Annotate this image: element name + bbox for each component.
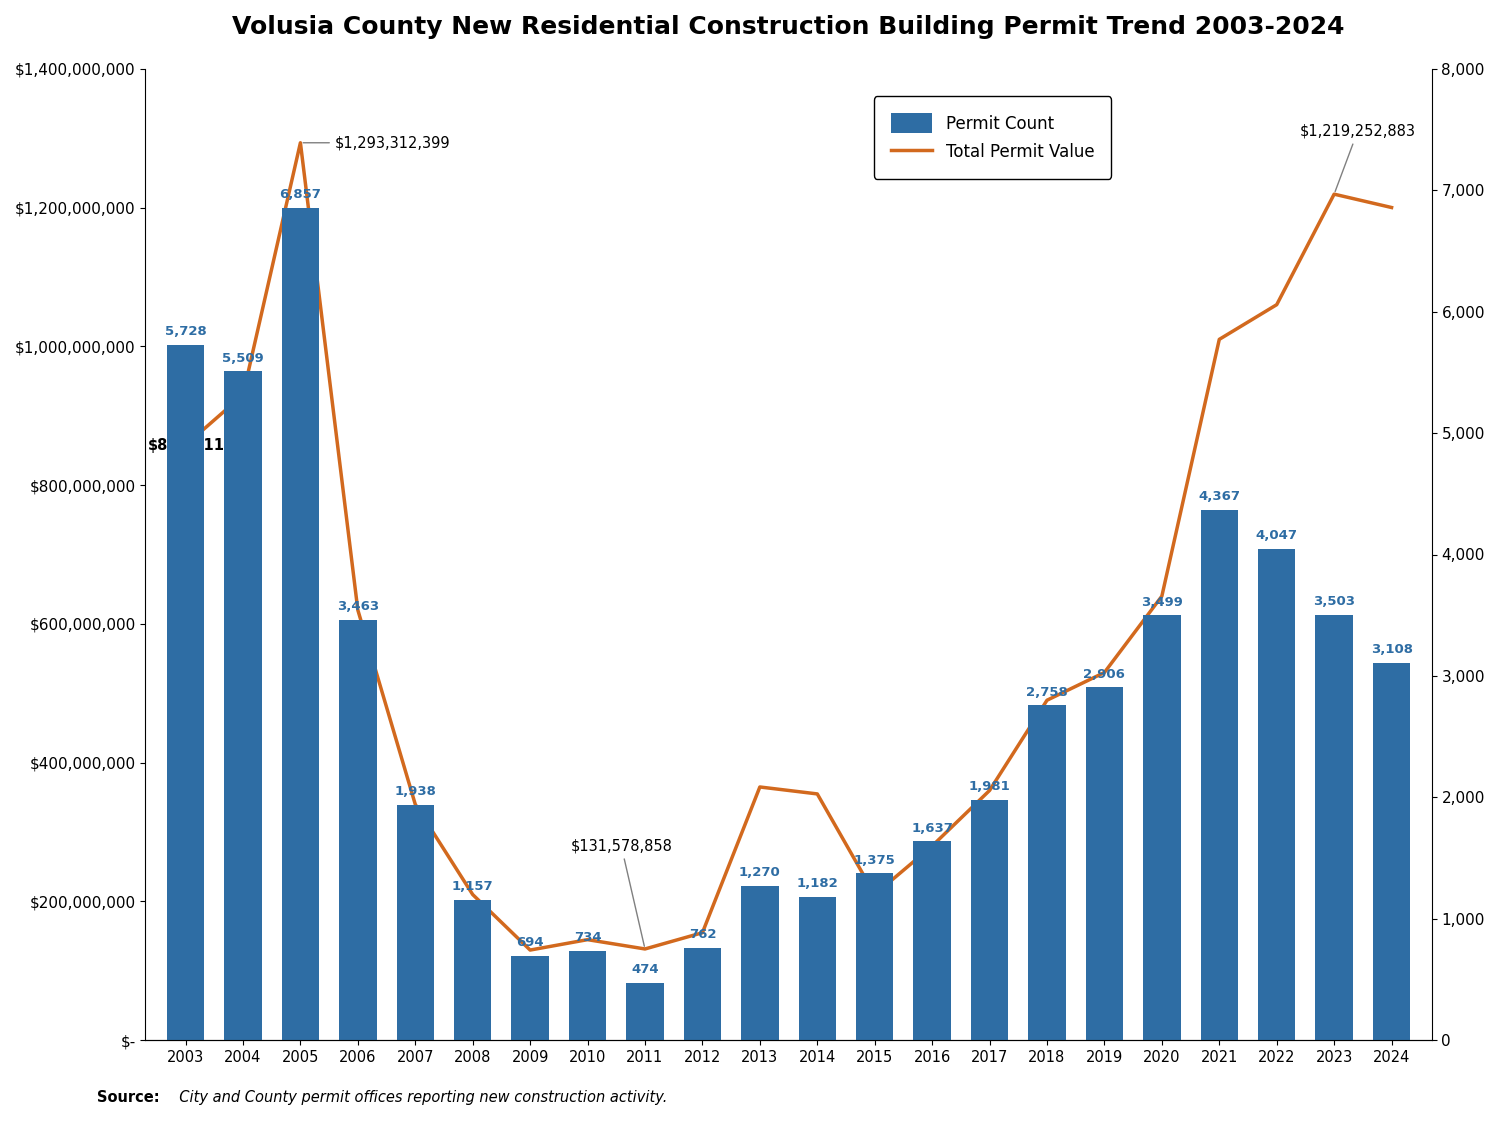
Legend: Permit Count, Total Permit Value: Permit Count, Total Permit Value — [874, 97, 1112, 179]
Bar — [1372, 663, 1410, 1041]
Bar — [568, 951, 606, 1041]
Bar — [282, 207, 320, 1041]
Text: 5,728: 5,728 — [165, 325, 207, 338]
Text: 1,157: 1,157 — [452, 880, 494, 893]
Text: 3,463: 3,463 — [338, 600, 380, 613]
Bar — [454, 900, 492, 1041]
Text: $857,611,507: $857,611,507 — [148, 438, 261, 452]
Text: $1,293,312,399: $1,293,312,399 — [303, 135, 450, 151]
Text: 3,503: 3,503 — [1312, 595, 1354, 609]
Title: Volusia County New Residential Construction Building Permit Trend 2003-2024: Volusia County New Residential Construct… — [232, 15, 1346, 39]
Bar — [684, 947, 722, 1041]
Bar — [856, 873, 894, 1041]
Text: 1,182: 1,182 — [796, 878, 838, 890]
Bar — [1086, 687, 1124, 1041]
Text: 1,938: 1,938 — [394, 785, 436, 799]
Bar — [1200, 510, 1237, 1041]
Text: 734: 734 — [573, 932, 602, 945]
Bar — [1316, 615, 1353, 1041]
Bar — [512, 956, 549, 1041]
Text: 3,108: 3,108 — [1371, 644, 1413, 656]
Bar — [166, 344, 204, 1041]
Bar — [1143, 615, 1180, 1041]
Bar — [1258, 549, 1296, 1041]
Bar — [225, 371, 261, 1041]
Text: 1,270: 1,270 — [740, 866, 780, 880]
Bar — [396, 804, 433, 1041]
Text: 1,375: 1,375 — [853, 854, 895, 866]
Text: Source:: Source: — [98, 1090, 160, 1105]
Bar — [741, 886, 778, 1041]
Text: 3,499: 3,499 — [1142, 595, 1184, 609]
Text: 4,047: 4,047 — [1256, 529, 1298, 542]
Text: $1,219,252,883: $1,219,252,883 — [1299, 124, 1416, 191]
Bar — [627, 983, 663, 1041]
Text: 1,981: 1,981 — [969, 780, 1011, 793]
Text: 1,637: 1,637 — [910, 821, 952, 835]
Text: $131,578,858: $131,578,858 — [570, 838, 672, 946]
Text: 694: 694 — [516, 936, 544, 950]
Bar — [1029, 705, 1065, 1041]
Bar — [798, 897, 836, 1041]
Text: 2,758: 2,758 — [1026, 685, 1068, 699]
Text: 762: 762 — [688, 928, 715, 940]
Text: 6,857: 6,857 — [279, 188, 321, 201]
Bar — [339, 620, 376, 1041]
Text: 5,509: 5,509 — [222, 351, 264, 364]
Bar — [970, 800, 1008, 1041]
Text: 4,367: 4,367 — [1198, 490, 1240, 503]
Text: 2,906: 2,906 — [1083, 667, 1125, 681]
Bar — [914, 842, 951, 1041]
Text: City and County permit offices reporting new construction activity.: City and County permit offices reporting… — [170, 1090, 668, 1105]
Text: 474: 474 — [632, 963, 658, 976]
